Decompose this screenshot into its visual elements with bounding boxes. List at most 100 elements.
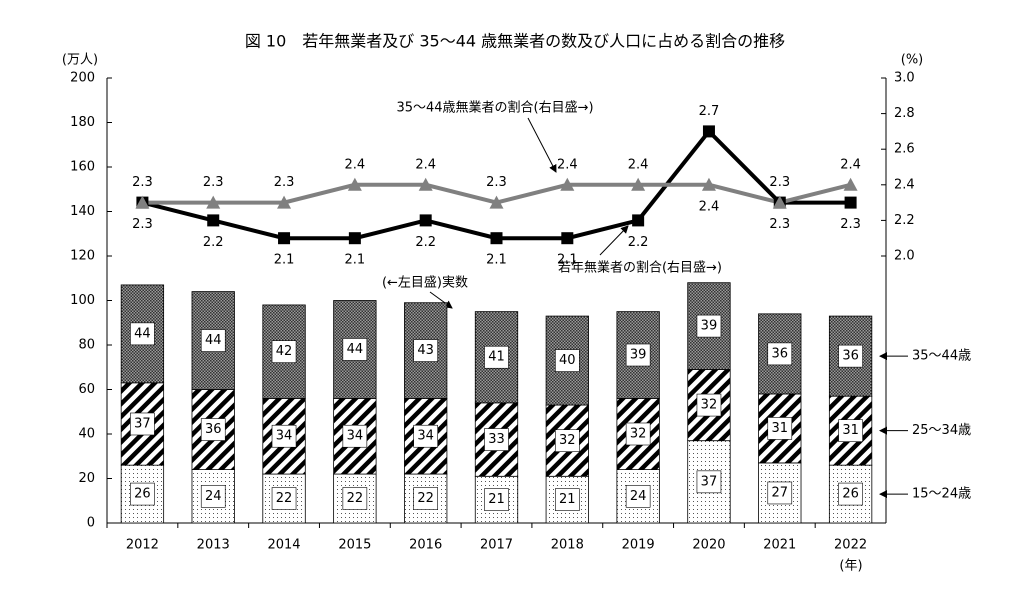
marker bbox=[278, 232, 291, 245]
value-label-box bbox=[130, 412, 155, 436]
data-label: 2.1 bbox=[557, 253, 578, 268]
marker bbox=[702, 125, 715, 138]
value-label: 37 bbox=[701, 474, 718, 489]
value-label-box bbox=[200, 484, 226, 508]
value-label-box bbox=[838, 419, 863, 442]
value-label-box bbox=[413, 339, 438, 362]
y-tick-label: 160 bbox=[70, 160, 95, 175]
marker bbox=[418, 177, 433, 191]
value-label: 26 bbox=[842, 487, 859, 502]
x-tick-label: 2014 bbox=[267, 538, 300, 553]
data-label: 2.4 bbox=[628, 157, 649, 172]
x-tick-label: 2019 bbox=[622, 538, 655, 553]
value-label: 22 bbox=[276, 491, 293, 506]
value-label-box bbox=[484, 428, 509, 451]
value-label-box bbox=[271, 487, 297, 510]
marker bbox=[701, 177, 716, 191]
value-label-box bbox=[555, 488, 580, 511]
value-label-box bbox=[342, 424, 368, 448]
value-label-box bbox=[838, 344, 863, 368]
value-label: 21 bbox=[559, 492, 576, 507]
x-tick-label: 2012 bbox=[126, 538, 159, 553]
marker bbox=[347, 177, 362, 191]
legend-label: 35〜44歳 bbox=[912, 349, 971, 364]
value-label: 43 bbox=[417, 343, 434, 358]
x-tick-label: 2016 bbox=[409, 538, 442, 553]
data-label: 2.3 bbox=[132, 217, 153, 232]
data-label: 2.4 bbox=[345, 157, 366, 172]
x-tick-label: 2020 bbox=[692, 538, 725, 553]
value-label: 31 bbox=[771, 421, 788, 436]
annotation: (←左目盛)実数 bbox=[382, 275, 468, 291]
value-label-box bbox=[696, 314, 722, 338]
value-label: 26 bbox=[134, 487, 151, 502]
series-label: 若年無業者の割合(右目盛→) bbox=[558, 260, 722, 276]
value-label: 32 bbox=[559, 433, 576, 448]
data-label: 2.2 bbox=[628, 235, 649, 250]
value-label: 24 bbox=[630, 489, 647, 504]
value-label: 36 bbox=[205, 422, 222, 437]
x-tick-label: 2021 bbox=[763, 538, 796, 553]
marker bbox=[277, 195, 292, 209]
value-label-box bbox=[625, 422, 651, 446]
y-tick-label: 60 bbox=[78, 382, 95, 397]
legend-label: 25〜34歳 bbox=[912, 423, 971, 438]
x-tick-label: 2017 bbox=[480, 538, 513, 553]
value-label-box bbox=[200, 418, 226, 441]
data-label: 2.3 bbox=[769, 217, 790, 232]
value-label: 44 bbox=[205, 333, 222, 348]
marker bbox=[135, 195, 150, 209]
value-label-box bbox=[767, 342, 793, 366]
value-label-box bbox=[200, 329, 226, 352]
value-label-box bbox=[625, 343, 651, 367]
value-label: 41 bbox=[488, 350, 505, 365]
marker bbox=[560, 177, 575, 191]
data-label: 2.1 bbox=[345, 253, 366, 268]
y-tick-label: 80 bbox=[78, 338, 95, 353]
marker bbox=[561, 232, 574, 245]
marker bbox=[844, 196, 857, 209]
x-unit: (年) bbox=[839, 559, 862, 574]
data-label: 2.3 bbox=[486, 175, 507, 190]
value-label-box bbox=[767, 481, 793, 505]
marker bbox=[207, 214, 220, 227]
value-label: 37 bbox=[134, 416, 151, 431]
value-label-box bbox=[484, 488, 509, 511]
data-label: 2.4 bbox=[840, 157, 861, 172]
value-label-box bbox=[342, 338, 368, 361]
y-tick-label: 140 bbox=[70, 204, 95, 219]
y-tick-label: 100 bbox=[70, 293, 95, 308]
y-tick-label: 0 bbox=[87, 516, 95, 531]
series-label: 35〜44歳無業者の割合(右目盛→) bbox=[396, 100, 593, 116]
data-label: 2.3 bbox=[132, 175, 153, 190]
legend-label: 15〜24歳 bbox=[912, 487, 971, 502]
value-label: 32 bbox=[630, 427, 647, 442]
bar-segment bbox=[333, 397, 377, 475]
data-label: 2.4 bbox=[415, 157, 436, 172]
value-label-box bbox=[696, 393, 722, 417]
x-tick-label: 2018 bbox=[551, 538, 584, 553]
marker bbox=[348, 232, 361, 245]
value-label-box bbox=[342, 487, 368, 510]
value-label-box bbox=[130, 322, 155, 346]
annotation-arrow bbox=[429, 291, 453, 309]
value-label-box bbox=[555, 429, 580, 452]
data-label: 2.3 bbox=[274, 175, 295, 190]
value-label: 39 bbox=[630, 348, 647, 363]
marker bbox=[490, 232, 503, 245]
value-label-box bbox=[413, 487, 438, 510]
marker bbox=[843, 177, 858, 191]
data-label: 2.2 bbox=[415, 235, 436, 250]
value-label-box bbox=[271, 340, 297, 363]
data-label: 2.7 bbox=[699, 104, 720, 119]
y2-tick-label: 2.4 bbox=[894, 177, 915, 192]
marker bbox=[772, 195, 787, 209]
y2-tick-label: 2.2 bbox=[894, 213, 915, 228]
bar-segment bbox=[828, 464, 873, 524]
marker bbox=[631, 177, 646, 191]
value-label-box bbox=[130, 482, 155, 506]
chart-title: 図 10 若年無業者及び 35〜44 歳無業者の数及び人口に占める割合の推移 bbox=[245, 32, 785, 51]
value-label: 34 bbox=[347, 429, 364, 444]
